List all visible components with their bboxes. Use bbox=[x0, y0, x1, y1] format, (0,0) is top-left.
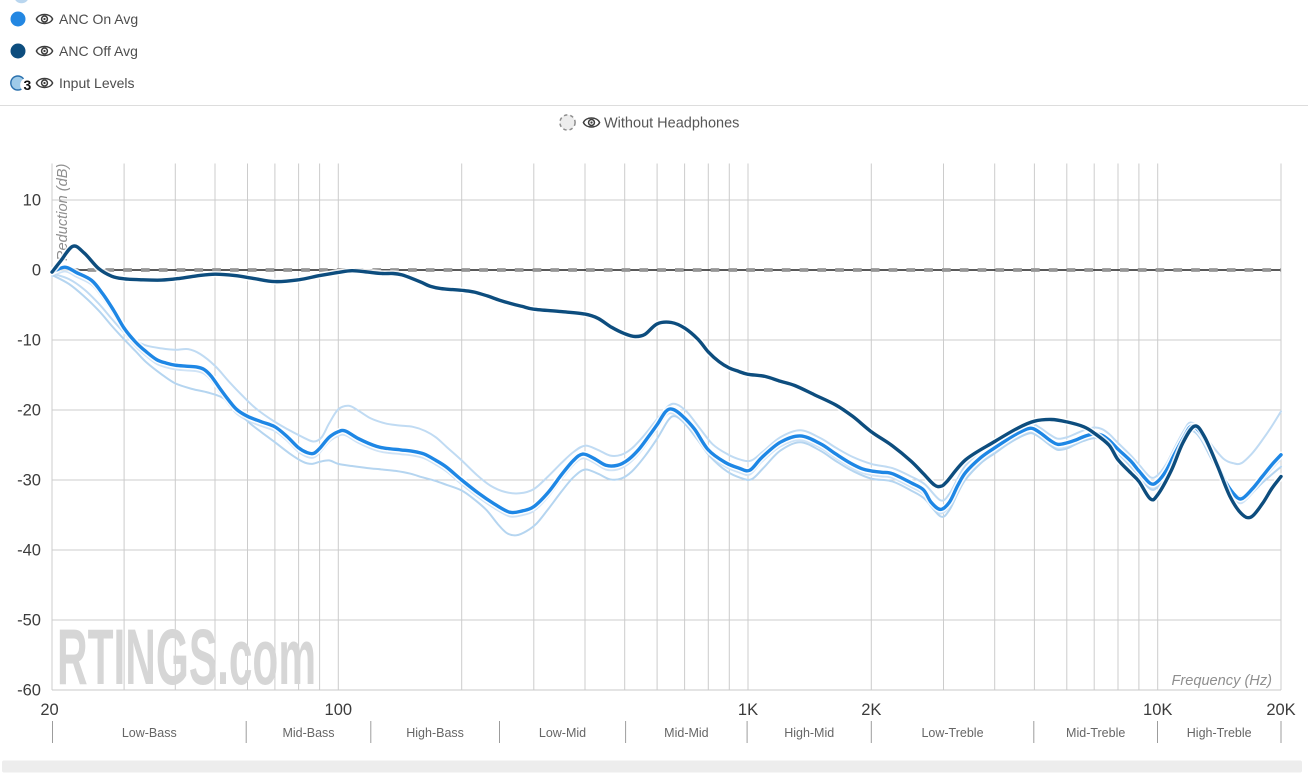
svg-text:Input Levels: Input Levels bbox=[59, 75, 135, 91]
svg-text:Without Headphones: Without Headphones bbox=[604, 116, 739, 132]
svg-text:2K: 2K bbox=[861, 701, 881, 719]
svg-text:-20: -20 bbox=[17, 402, 41, 420]
svg-text:ANC On Avg: ANC On Avg bbox=[59, 11, 138, 27]
svg-text:High-Mid: High-Mid bbox=[784, 726, 834, 740]
svg-text:1K: 1K bbox=[738, 701, 758, 719]
svg-text:-30: -30 bbox=[17, 472, 41, 490]
svg-text:10K: 10K bbox=[1143, 701, 1172, 719]
svg-text:High-Bass: High-Bass bbox=[406, 726, 464, 740]
svg-text:10: 10 bbox=[23, 192, 41, 210]
svg-text:Frequency (Hz): Frequency (Hz) bbox=[1171, 673, 1272, 689]
svg-text:Reduction (dB): Reduction (dB) bbox=[55, 164, 71, 261]
svg-text:20: 20 bbox=[40, 701, 58, 719]
svg-text:ANC Off Avg: ANC Off Avg bbox=[59, 43, 138, 59]
svg-text:3: 3 bbox=[24, 77, 32, 93]
svg-text:Mid-Bass: Mid-Bass bbox=[282, 726, 334, 740]
svg-text:Mid-Mid: Mid-Mid bbox=[664, 726, 708, 740]
svg-text:-50: -50 bbox=[17, 612, 41, 630]
svg-text:20K: 20K bbox=[1266, 701, 1295, 719]
svg-text:-60: -60 bbox=[17, 682, 41, 700]
svg-text:-10: -10 bbox=[17, 332, 41, 350]
svg-text:Mid-Treble: Mid-Treble bbox=[1066, 726, 1125, 740]
svg-text:100: 100 bbox=[325, 701, 353, 719]
svg-text:Low-Treble: Low-Treble bbox=[921, 726, 983, 740]
svg-text:-40: -40 bbox=[17, 542, 41, 560]
svg-text:Low-Bass: Low-Bass bbox=[122, 726, 177, 740]
svg-text:RTINGS.com: RTINGS.com bbox=[57, 613, 316, 701]
svg-text:Low-Mid: Low-Mid bbox=[539, 726, 586, 740]
svg-text:High-Treble: High-Treble bbox=[1187, 726, 1252, 740]
svg-text:0: 0 bbox=[32, 262, 41, 280]
